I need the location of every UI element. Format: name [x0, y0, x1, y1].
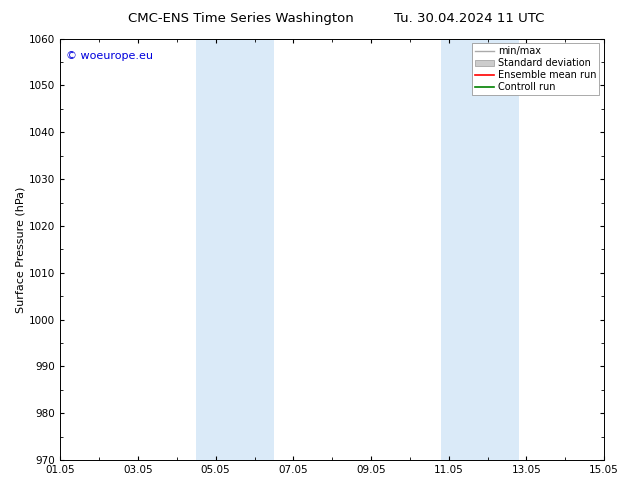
Bar — [441, 39, 519, 460]
Text: CMC-ENS Time Series Washington: CMC-ENS Time Series Washington — [128, 12, 354, 25]
Legend: min/max, Standard deviation, Ensemble mean run, Controll run: min/max, Standard deviation, Ensemble me… — [472, 44, 599, 95]
Bar — [197, 39, 274, 460]
Text: © woeurope.eu: © woeurope.eu — [66, 51, 153, 61]
Text: Tu. 30.04.2024 11 UTC: Tu. 30.04.2024 11 UTC — [394, 12, 545, 25]
Y-axis label: Surface Pressure (hPa): Surface Pressure (hPa) — [15, 186, 25, 313]
